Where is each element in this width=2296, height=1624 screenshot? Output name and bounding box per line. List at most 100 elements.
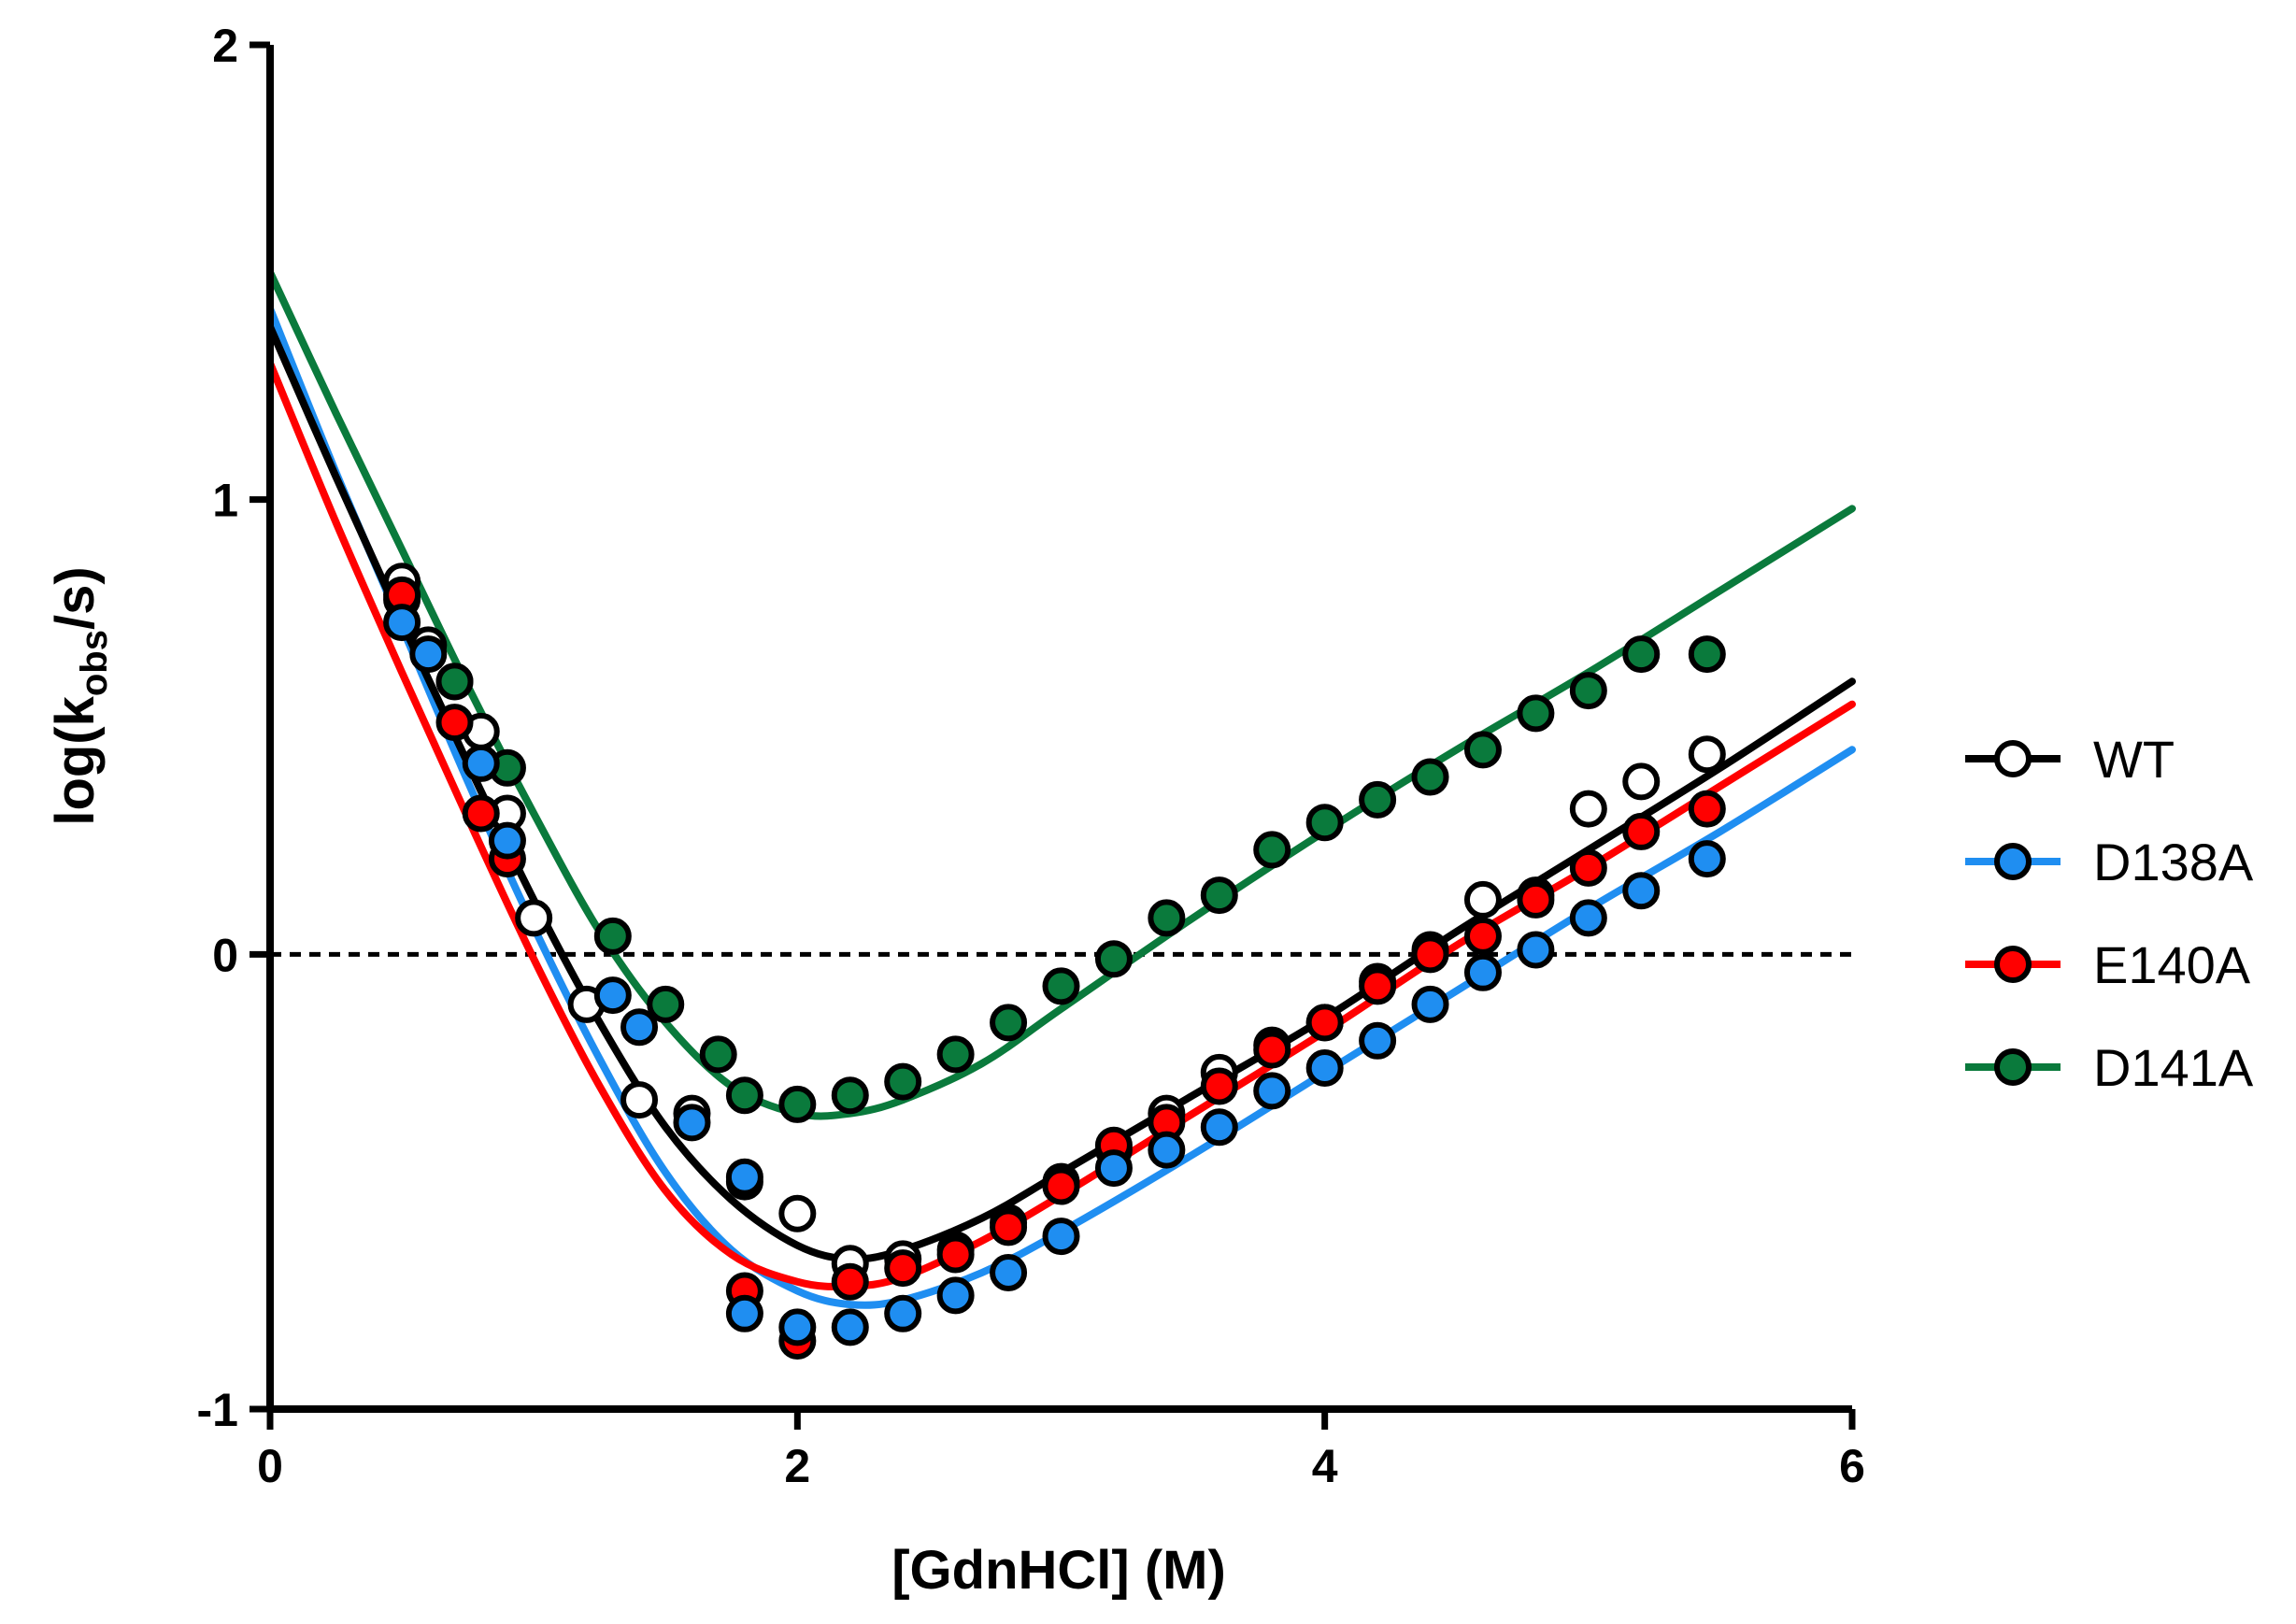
data-point-e140a-9 <box>990 1208 1028 1246</box>
data-point-d138a-4 <box>593 976 632 1015</box>
data-point-d138a-20 <box>1359 1021 1397 1060</box>
data-point-e140a-2 <box>462 794 500 833</box>
data-point-d138a-13 <box>990 1254 1028 1291</box>
legend-marker-d138a <box>1994 843 2032 880</box>
legend-label-wt: WT <box>2093 730 2175 789</box>
legend-marker-d141a <box>1994 1048 2032 1086</box>
data-point-d138a-18 <box>1253 1072 1291 1110</box>
axes-group <box>266 45 1852 1413</box>
data-point-d138a-1 <box>409 635 448 674</box>
data-point-d141a-1 <box>435 662 474 701</box>
data-point-e140a-13 <box>1200 1067 1238 1105</box>
legend-marker-wt <box>1994 740 2032 777</box>
data-points-group <box>383 563 1726 1360</box>
y-tick-label-0: -1 <box>197 1384 238 1436</box>
x-axis-title: [GdnHCl] (M) <box>891 1540 1226 1601</box>
y-axis-title-subscript: obs <box>74 630 115 696</box>
x-tick-label-2: 4 <box>1312 1440 1338 1492</box>
data-point-d141a-5 <box>699 1035 737 1074</box>
data-point-e140a-1 <box>435 704 474 742</box>
legend-marker-e140a <box>1994 946 2032 983</box>
data-point-wt-5 <box>515 899 553 937</box>
data-point-e140a-8 <box>936 1235 975 1274</box>
data-point-d138a-5 <box>620 1008 659 1047</box>
data-point-wt-25 <box>1569 790 1607 828</box>
data-point-e140a-18 <box>1463 917 1502 955</box>
legend-label-d138a: D138A <box>2093 833 2254 891</box>
data-point-d141a-7 <box>778 1085 817 1123</box>
data-point-wt-26 <box>1622 762 1661 801</box>
data-point-d138a-21 <box>1411 985 1449 1023</box>
data-point-e140a-20 <box>1569 848 1607 887</box>
data-point-d138a-10 <box>831 1308 869 1346</box>
data-point-d141a-20 <box>1463 731 1502 769</box>
data-point-wt-10 <box>778 1194 817 1232</box>
data-point-d138a-23 <box>1517 931 1555 969</box>
data-point-d138a-15 <box>1094 1149 1133 1188</box>
x-tick-label-3: 6 <box>1839 1440 1865 1492</box>
data-point-e140a-15 <box>1305 1004 1344 1042</box>
data-point-e140a-16 <box>1359 967 1397 1005</box>
y-axis-title-main: log(k <box>45 695 106 825</box>
data-point-d138a-16 <box>1148 1131 1186 1169</box>
data-point-d141a-22 <box>1569 672 1607 710</box>
y-tick-label-2: 1 <box>212 475 238 527</box>
data-point-d141a-14 <box>1148 899 1186 937</box>
data-point-e140a-10 <box>1042 1167 1080 1205</box>
data-point-d141a-18 <box>1359 780 1397 819</box>
legend: WT D138A E140A D141A <box>1965 730 2254 1097</box>
data-point-d141a-8 <box>831 1076 869 1115</box>
data-point-d138a-25 <box>1622 872 1661 910</box>
data-point-d141a-19 <box>1411 758 1449 796</box>
data-point-d141a-12 <box>1042 967 1080 1005</box>
data-point-d138a-7 <box>725 1158 763 1196</box>
data-point-wt-7 <box>620 1081 659 1119</box>
data-point-d141a-3 <box>593 917 632 955</box>
data-point-d141a-11 <box>990 1004 1028 1042</box>
data-point-d138a-6 <box>673 1104 711 1142</box>
data-point-d141a-4 <box>647 985 685 1023</box>
legend-label-e140a: E140A <box>2093 935 2251 994</box>
data-point-d138a-19 <box>1305 1049 1344 1087</box>
data-point-wt-27 <box>1688 735 1726 774</box>
data-point-d141a-16 <box>1253 831 1291 869</box>
data-point-d138a-24 <box>1569 899 1607 937</box>
data-point-d141a-15 <box>1200 876 1238 915</box>
data-point-d141a-23 <box>1622 635 1661 674</box>
y-tick-label-3: 2 <box>212 20 238 72</box>
data-point-d138a-9 <box>778 1308 817 1346</box>
data-point-e140a-21 <box>1622 812 1661 850</box>
data-point-e140a-14 <box>1253 1031 1291 1069</box>
x-tick-label-1: 2 <box>784 1440 810 1492</box>
data-point-d141a-17 <box>1305 804 1344 842</box>
data-point-e140a-22 <box>1688 790 1726 828</box>
data-point-d138a-22 <box>1463 953 1502 991</box>
data-point-d138a-26 <box>1688 840 1726 878</box>
data-point-d141a-6 <box>725 1076 763 1115</box>
data-point-wt-23 <box>1463 880 1502 919</box>
x-tick-label-0: 0 <box>257 1440 283 1492</box>
data-point-d138a-2 <box>462 744 500 782</box>
data-point-d138a-0 <box>383 604 421 642</box>
data-point-d141a-21 <box>1517 694 1555 733</box>
data-point-d138a-14 <box>1042 1218 1080 1256</box>
data-point-e140a-17 <box>1411 935 1449 974</box>
ticks-group: 0 2 4 6 -1 0 1 2 <box>197 20 1865 1492</box>
y-axis-title: log(kobs/s) <box>45 566 115 825</box>
data-point-e140a-6 <box>831 1262 869 1301</box>
y-axis-title-tail: /s) <box>45 566 106 630</box>
data-point-e140a-7 <box>884 1249 922 1288</box>
y-tick-label-1: 0 <box>212 929 238 981</box>
data-point-d141a-9 <box>884 1062 922 1101</box>
data-point-d138a-11 <box>884 1294 922 1332</box>
data-point-d141a-24 <box>1688 635 1726 674</box>
data-point-d141a-10 <box>936 1035 975 1074</box>
data-point-d138a-3 <box>488 821 526 860</box>
data-point-d138a-8 <box>725 1294 763 1332</box>
data-point-d138a-12 <box>936 1276 975 1315</box>
fit-curve-wt <box>266 322 1856 1263</box>
data-point-d138a-17 <box>1200 1108 1238 1147</box>
legend-label-d141a: D141A <box>2093 1038 2254 1097</box>
